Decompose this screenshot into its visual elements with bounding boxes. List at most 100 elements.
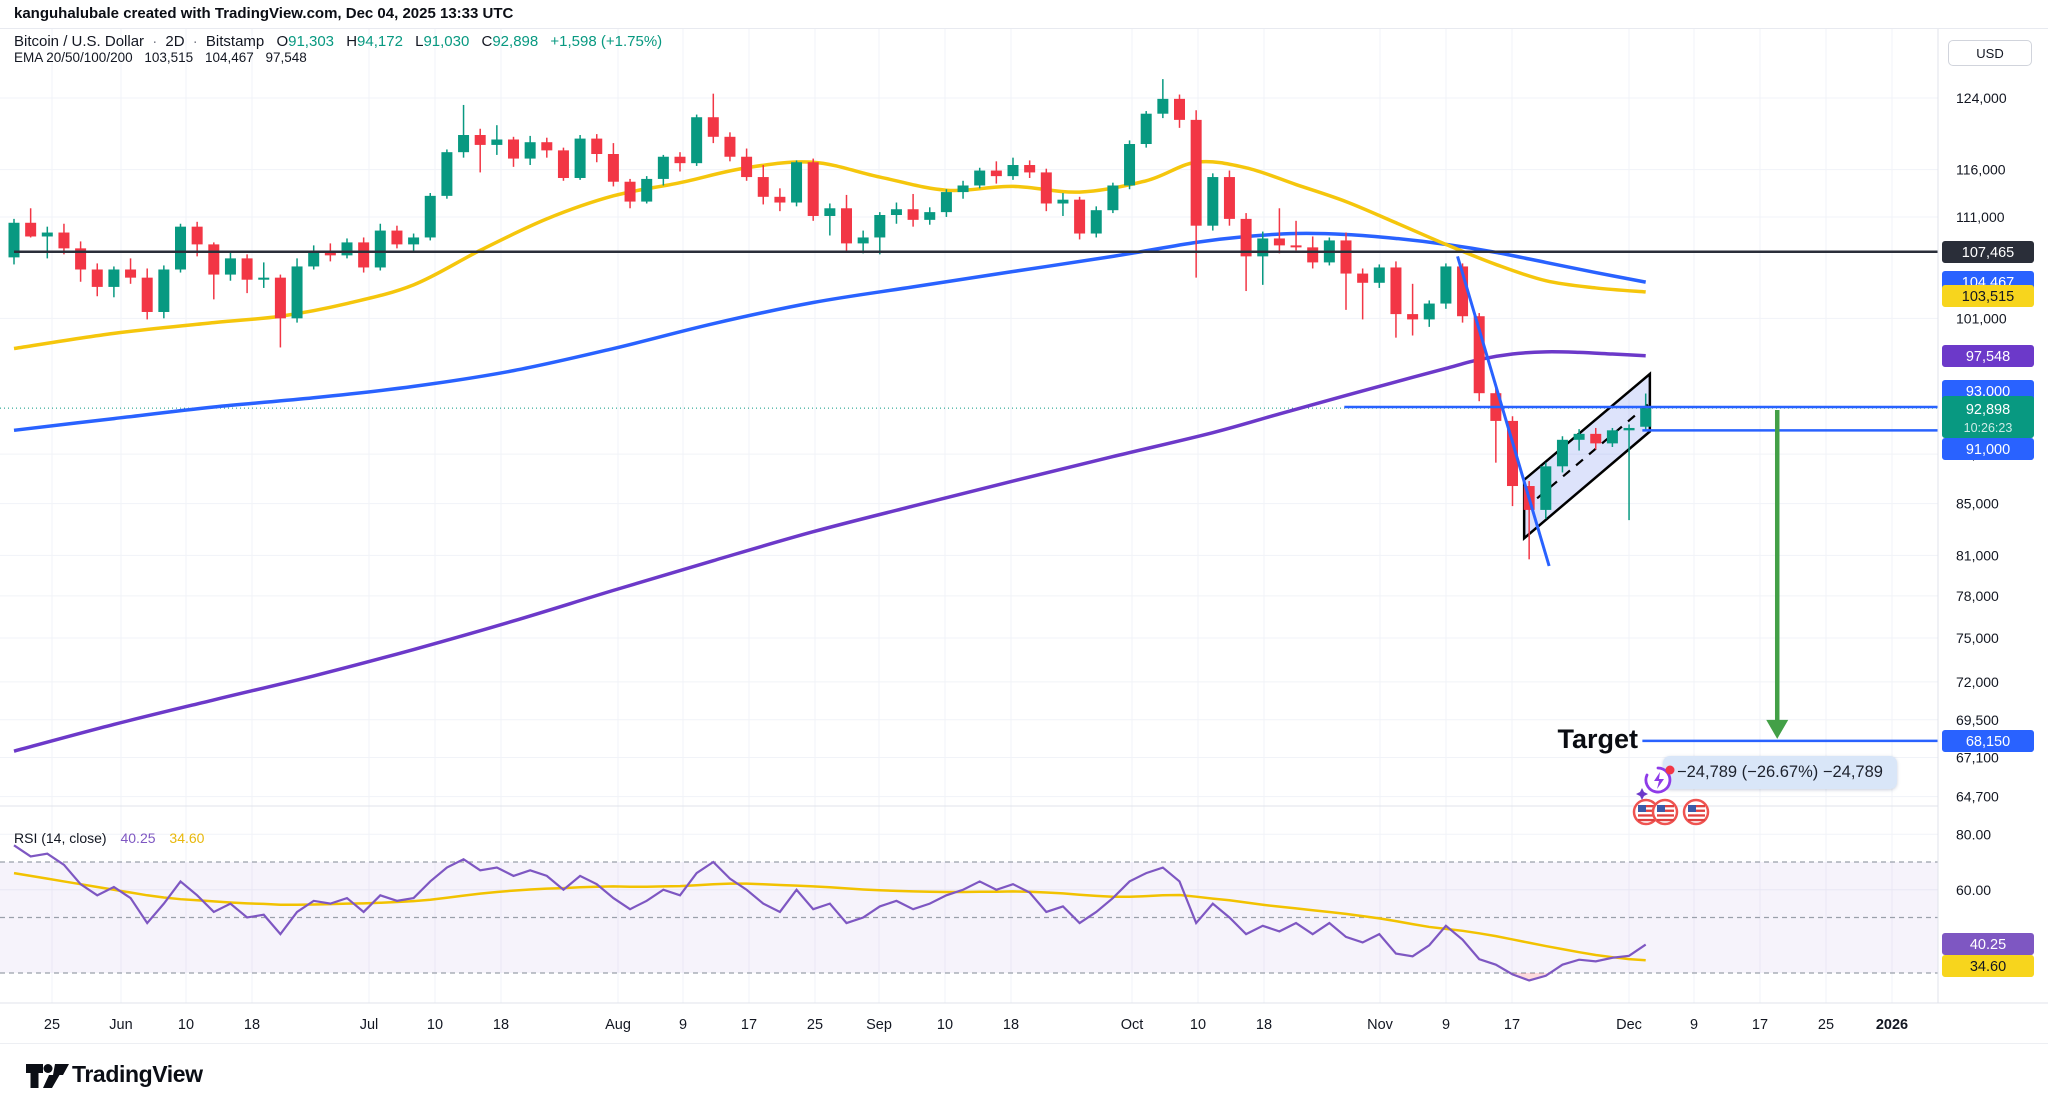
candle [607, 154, 619, 182]
time-axis[interactable] [0, 1003, 2048, 1043]
time-tick-label: Jun [109, 1017, 132, 1033]
candle [58, 232, 70, 249]
candle [1440, 266, 1452, 304]
time-tick-label: 18 [1003, 1017, 1019, 1033]
candle [1290, 245, 1302, 248]
candle [1473, 316, 1485, 394]
axis-tick-label: 67,100 [1956, 750, 1999, 766]
time-tick-label: 9 [679, 1017, 687, 1033]
axis-tick-label: 81,000 [1956, 547, 1999, 563]
chart-drawing-icons [1630, 762, 1720, 832]
candle [524, 142, 536, 159]
time-tick-label: 10 [427, 1017, 443, 1033]
tradingview-logo-icon[interactable] [26, 1062, 70, 1094]
candle [674, 156, 686, 164]
candle [1257, 238, 1269, 257]
candle [391, 230, 403, 245]
candle [1157, 98, 1169, 114]
candle [1190, 119, 1202, 226]
candles[interactable] [8, 79, 1652, 560]
bear-flag-channel[interactable] [1522, 371, 1652, 541]
rsi-value: 40.25 [120, 830, 156, 846]
ai-refresh-icon[interactable] [1636, 765, 1675, 801]
svg-text:97,548: 97,548 [1966, 349, 2010, 365]
target-arrow-head [1766, 719, 1789, 739]
ema50-line [13, 231, 1647, 433]
candle [541, 142, 553, 151]
ema-header: EMA 20/50/100/200 103,515 104,467 97,548 [14, 50, 307, 65]
rsi-header: RSI (14, close) 40.25 34.60 [14, 830, 204, 846]
candle [1507, 420, 1518, 487]
rsi-label[interactable]: RSI (14, close) [14, 830, 107, 846]
candle [8, 222, 20, 258]
candle [990, 170, 1002, 177]
axis-badge-34.60: 34.60 [1942, 955, 2034, 977]
time-tick-label: Aug [605, 1017, 631, 1033]
candle [408, 237, 420, 245]
time-tick-label: 18 [244, 1017, 260, 1033]
currency-toggle-button[interactable]: USD [1948, 40, 2032, 66]
time-tick-label: 17 [1752, 1017, 1768, 1033]
axis-tick-label: 64,700 [1956, 789, 1999, 805]
interval-value[interactable]: 2D [165, 33, 185, 50]
candle [274, 277, 286, 319]
tradingview-logo-text[interactable]: TradingView [72, 1061, 203, 1087]
target-annotation-label[interactable]: Target [1557, 724, 1638, 754]
candle [1140, 113, 1152, 145]
rsi-ma-line [13, 871, 1646, 962]
candle [291, 266, 303, 319]
us-flag-event-icon[interactable] [1651, 798, 1679, 826]
candle [224, 258, 236, 275]
close-label: C [481, 33, 493, 50]
candle [557, 150, 569, 178]
axis-badge-97,548: 97,548 [1942, 345, 2034, 367]
time-tick-label: 10 [178, 1017, 194, 1033]
candle [824, 208, 836, 216]
axis-badge-40.25: 40.25 [1942, 933, 2034, 955]
axis-badge-103,515: 103,515 [1942, 285, 2034, 307]
downtrend-line[interactable] [1456, 255, 1551, 567]
svg-text:40.25: 40.25 [1970, 937, 2006, 953]
axis-tick-label: 75,000 [1956, 630, 1999, 646]
candle [1606, 430, 1618, 444]
axis-tick-label: 101,000 [1956, 310, 2007, 326]
candle [358, 242, 370, 268]
candle [1223, 177, 1235, 219]
candle [175, 226, 186, 270]
exchange-name[interactable]: Bitstamp [205, 33, 265, 50]
symbol-name[interactable]: Bitcoin / U.S. Dollar [14, 33, 145, 50]
close-value: 92,898 [492, 33, 539, 50]
candle [1573, 433, 1585, 440]
candle [508, 139, 519, 159]
time-tick-label: 9 [1690, 1017, 1698, 1033]
time-tick-label: 17 [1504, 1017, 1520, 1033]
time-tick-label: 10 [1190, 1017, 1206, 1033]
axis-tick-label: 80.00 [1956, 826, 1991, 842]
open-value: 91,303 [288, 33, 335, 50]
candle [1240, 218, 1252, 257]
candle [974, 170, 986, 186]
ema-label[interactable]: EMA 20/50/100/200 [14, 50, 133, 65]
candle [1407, 314, 1419, 320]
price-axis-panel[interactable] [1938, 28, 2048, 1003]
candle [91, 269, 103, 287]
candle [125, 269, 137, 278]
us-flag-event-icon[interactable] [1632, 798, 1660, 826]
candle [1307, 247, 1319, 263]
ema20-value: 103,515 [144, 50, 194, 65]
time-tick-label: 18 [493, 1017, 509, 1033]
candle [857, 237, 869, 244]
candle [1090, 210, 1102, 234]
candle [191, 226, 203, 245]
rsi-ma-value: 34.60 [169, 830, 205, 846]
candle [41, 232, 53, 237]
candle [141, 277, 153, 312]
bar-countdown: 10:26:23 [1964, 421, 2013, 435]
candle [241, 258, 253, 280]
us-flag-event-icon[interactable] [1682, 798, 1710, 826]
candle [1124, 144, 1136, 186]
rsi-line [13, 844, 1647, 982]
candle [1423, 303, 1435, 320]
